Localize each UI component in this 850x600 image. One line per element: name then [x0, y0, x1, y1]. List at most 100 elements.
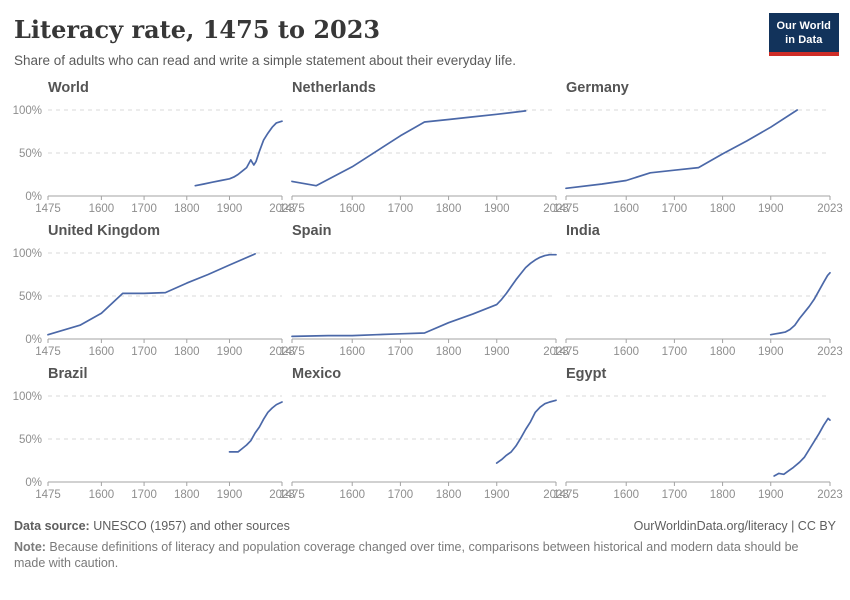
owid-logo-line1: Our World — [776, 20, 831, 32]
x-tick-label: 1900 — [217, 203, 243, 215]
y-tick-label: 50% — [19, 148, 42, 160]
line-chart-spain: 1475 1600 1700 1800 1900 2023 — [279, 252, 569, 358]
literacy-line — [565, 108, 799, 189]
line-chart-germany: 1475 1600 1700 1800 1900 2023 — [553, 108, 843, 215]
x-tick-label: 1600 — [89, 203, 115, 215]
owid-license-link[interactable]: OurWorldinData.org/literacy | CC BY — [633, 518, 836, 533]
data-source: Data source: UNESCO (1957) and other sou… — [14, 519, 290, 533]
literacy-line — [228, 400, 283, 453]
literacy-line — [773, 417, 831, 477]
x-tick-label: 1600 — [89, 489, 115, 501]
facet-grid: World 0% 50% 100% 1475 1600 1700 1800 1900 2023 … — [13, 79, 843, 509]
x-tick-label: 1700 — [131, 203, 157, 215]
x-tick-label: 1700 — [662, 346, 688, 358]
x-tick-label: 1900 — [758, 489, 784, 501]
x-tick-label: 1700 — [388, 346, 414, 358]
x-tick-label: 2023 — [269, 489, 295, 501]
x-tick-label: 1475 — [279, 203, 305, 215]
x-tick-label: 2023 — [543, 203, 569, 215]
line-chart-brazil: 0% 50% 100% 1475 1600 1700 1800 1900 2023 — [13, 391, 295, 501]
y-tick-label: 0% — [25, 334, 42, 346]
x-tick-label: 2023 — [817, 203, 843, 215]
data-source-label: Data source: — [14, 518, 90, 533]
x-tick-label: 1475 — [553, 346, 579, 358]
x-tick-label: 2023 — [817, 346, 843, 358]
x-tick-label: 1900 — [217, 489, 243, 501]
facet-india: India 1475 1600 1700 1800 1900 2023 — [553, 222, 843, 359]
x-tick-label: 1475 — [35, 203, 61, 215]
x-tick-label: 1475 — [279, 346, 305, 358]
line-chart-mexico: 1475 1600 1700 1800 1900 2023 — [279, 395, 569, 501]
facet-mexico: Mexico 1475 1600 1700 1800 1900 2023 — [279, 365, 569, 502]
y-tick-label: 50% — [19, 434, 42, 446]
chart-subtitle: Share of adults who can read and write a… — [14, 52, 517, 68]
x-tick-label: 1600 — [613, 489, 639, 501]
x-tick-label: 1800 — [436, 203, 462, 215]
facet-title: Netherlands — [292, 79, 376, 96]
x-tick-label: 1900 — [758, 346, 784, 358]
facet-spain: Spain 1475 1600 1700 1800 1900 2023 — [279, 222, 569, 359]
x-tick-label: 1800 — [174, 346, 200, 358]
x-tick-label: 1600 — [339, 203, 365, 215]
x-tick-label: 1900 — [484, 203, 510, 215]
line-chart-netherlands: 1475 1600 1700 1800 1900 2023 — [279, 109, 569, 215]
y-tick-label: 0% — [25, 477, 42, 489]
literacy-line — [47, 252, 256, 336]
y-tick-label: 100% — [13, 391, 42, 403]
x-tick-label: 1800 — [174, 489, 200, 501]
literacy-line — [291, 253, 557, 337]
facet-title: Spain — [292, 222, 332, 239]
x-tick-label: 1700 — [131, 346, 157, 358]
x-tick-label: 1475 — [35, 346, 61, 358]
x-tick-label: 1800 — [710, 489, 736, 501]
x-tick-label: 2023 — [269, 346, 295, 358]
page-title: Literacy rate, 1475 to 2023 — [14, 15, 381, 44]
facet-title: United Kingdom — [48, 222, 160, 239]
x-tick-label: 1700 — [662, 203, 688, 215]
footnote-text: Because definitions of literacy and popu… — [14, 539, 799, 571]
facet-germany: Germany 1475 1600 1700 1800 1900 2023 — [553, 79, 843, 216]
footnote: Note: Because definitions of literacy an… — [14, 539, 814, 573]
line-chart-united-kingdom: 0% 50% 100% 1475 1600 1700 1800 1900 2023 — [13, 248, 295, 358]
x-tick-label: 1800 — [436, 346, 462, 358]
y-tick-label: 0% — [25, 191, 42, 203]
y-tick-label: 100% — [13, 248, 42, 260]
x-tick-label: 1700 — [388, 489, 414, 501]
line-chart-egypt: 1475 1600 1700 1800 1900 2023 — [553, 395, 843, 501]
source-row: Data source: UNESCO (1957) and other sou… — [14, 519, 836, 533]
x-tick-label: 1700 — [662, 489, 688, 501]
facet-brazil: Brazil 0% 50% 100% 1475 1600 1700 1800 1900 2023 — [13, 365, 295, 502]
data-source-text: UNESCO (1957) and other sources — [89, 518, 290, 533]
facet-title: Mexico — [292, 365, 342, 382]
y-tick-label: 50% — [19, 291, 42, 303]
facet-title: Germany — [566, 79, 629, 96]
facet-title: Brazil — [48, 365, 88, 382]
x-tick-label: 1600 — [613, 203, 639, 215]
footnote-label: Note: — [14, 539, 46, 554]
x-tick-label: 1600 — [89, 346, 115, 358]
x-tick-label: 2023 — [817, 489, 843, 501]
line-chart-india: 1475 1600 1700 1800 1900 2023 — [553, 252, 843, 358]
x-tick-label: 1600 — [613, 346, 639, 358]
facet-title: India — [566, 222, 600, 239]
x-tick-label: 1800 — [710, 203, 736, 215]
x-tick-label: 1700 — [131, 489, 157, 501]
facet-world: World 0% 50% 100% 1475 1600 1700 1800 1900 2023 — [13, 80, 295, 216]
literacy-line — [495, 399, 557, 464]
x-tick-label: 1800 — [174, 203, 200, 215]
x-tick-label: 1475 — [553, 489, 579, 501]
x-tick-label: 1475 — [553, 203, 579, 215]
x-tick-label: 2023 — [269, 203, 295, 215]
x-tick-label: 2023 — [543, 489, 569, 501]
x-tick-label: 1475 — [35, 489, 61, 501]
x-tick-label: 1600 — [339, 346, 365, 358]
literacy-line — [194, 119, 283, 187]
x-tick-label: 1700 — [388, 203, 414, 215]
x-tick-label: 1800 — [710, 346, 736, 358]
x-tick-label: 2023 — [543, 346, 569, 358]
owid-logo[interactable]: Our World in Data — [768, 13, 839, 56]
facet-netherlands: Netherlands 1475 1600 1700 1800 1900 2023 — [279, 79, 569, 216]
facet-united-kingdom: United Kingdom 0% 50% 100% 1475 1600 1700 1800… — [13, 222, 295, 359]
x-tick-label: 1475 — [279, 489, 305, 501]
